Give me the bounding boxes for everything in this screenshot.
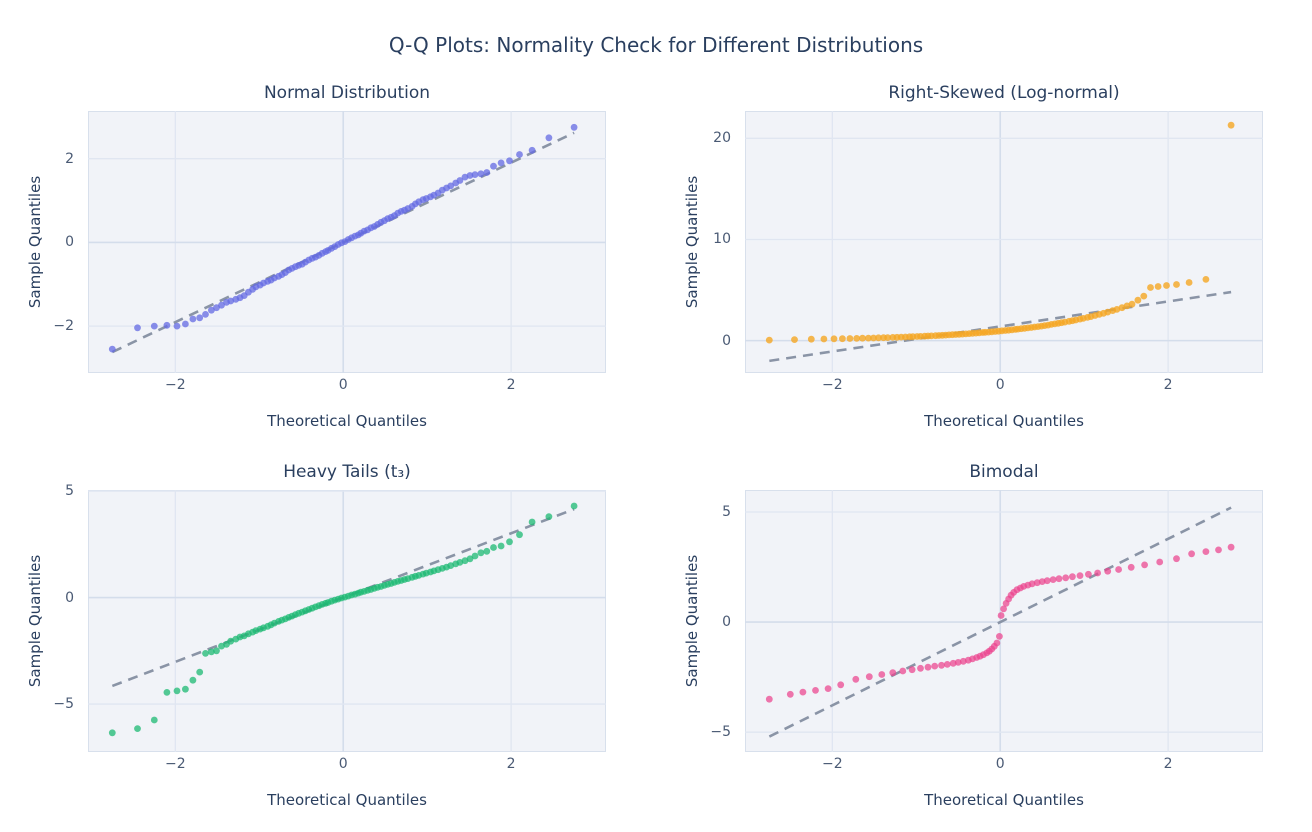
plot-canvas[interactable]: [745, 111, 1263, 373]
x-tick-labels: −2 0 2: [88, 373, 606, 395]
y-tick-labels: −5 0 5: [0, 483, 81, 752]
y-tick-label: 0: [65, 234, 74, 251]
x-axis-label: Theoretical Quantiles: [267, 412, 427, 430]
x-axis-label: Theoretical Quantiles: [267, 791, 427, 809]
y-tick-labels: −2 0 2: [0, 111, 81, 373]
subplot-title: Right-Skewed (Log-normal): [888, 83, 1120, 103]
subplot-title: Heavy Tails (t₃): [283, 462, 411, 482]
y-tick-labels: 0 10 20: [657, 111, 738, 373]
x-tick-label: 0: [995, 756, 1005, 772]
scatter-points[interactable]: [108, 123, 578, 353]
x-tick-label: 2: [506, 756, 516, 772]
subplot-title: Bimodal: [969, 462, 1039, 482]
x-tick-label: 2: [1163, 377, 1173, 393]
reference-line: [769, 290, 1232, 363]
plot-area[interactable]: [745, 490, 1263, 752]
y-tick-labels: −5 0 5: [657, 490, 738, 752]
x-tick-label: 0: [338, 756, 348, 772]
x-tick-labels: −2 0 2: [745, 752, 1263, 774]
x-tick-label: −2: [164, 377, 186, 393]
scatter-points[interactable]: [765, 543, 1235, 703]
x-axis-label: Theoretical Quantiles: [924, 791, 1084, 809]
x-tick-label: 0: [338, 377, 348, 393]
x-tick-label: 0: [995, 377, 1005, 393]
y-tick-label: 0: [722, 332, 731, 349]
y-tick-label: −5: [710, 724, 731, 741]
x-axis-label: Theoretical Quantiles: [924, 412, 1084, 430]
plot-area[interactable]: [88, 490, 606, 752]
y-tick-label: 0: [722, 614, 731, 631]
subplot-right-skewed-lognormal: Right-Skewed (Log-normal) Sample Quantil…: [657, 64, 1281, 448]
plot-area[interactable]: [88, 111, 606, 373]
subplot-heavy-tails-t3: Heavy Tails (t₃) Sample Quantiles −5 0 5 −…: [0, 443, 624, 827]
scatter-points[interactable]: [108, 502, 578, 737]
y-tick-label: 5: [65, 483, 74, 500]
figure-title: Q-Q Plots: Normality Check for Different…: [388, 33, 924, 57]
x-tick-labels: −2 0 2: [88, 752, 606, 774]
subplot-normal-distribution: Normal Distribution Sample Quantiles −2 0…: [0, 64, 624, 448]
subplot-title: Normal Distribution: [263, 83, 431, 103]
y-tick-label: 0: [65, 589, 74, 606]
plot-background: [88, 490, 606, 752]
x-tick-labels: −2 0 2: [745, 373, 1263, 395]
x-tick-label: 2: [506, 377, 516, 393]
scatter-points[interactable]: [765, 121, 1235, 344]
plot-canvas[interactable]: [745, 490, 1263, 752]
y-tick-label: −5: [53, 696, 74, 713]
plot-area[interactable]: [745, 111, 1263, 373]
y-tick-label: −2: [53, 318, 74, 335]
y-tick-label: 10: [713, 231, 731, 248]
x-tick-label: −2: [164, 756, 186, 772]
x-tick-label: −2: [821, 377, 843, 393]
plot-canvas[interactable]: [88, 490, 606, 752]
subplot-bimodal: Bimodal Sample Quantiles −5 0 5 −2 0 2 Theor…: [657, 443, 1281, 827]
x-tick-label: −2: [821, 756, 843, 772]
x-tick-label: 2: [1163, 756, 1173, 772]
y-tick-label: 5: [722, 504, 731, 521]
reference-line: [768, 506, 1232, 738]
y-tick-label: 20: [713, 130, 731, 147]
y-tick-label: 2: [65, 150, 74, 167]
plot-canvas[interactable]: [88, 111, 606, 373]
